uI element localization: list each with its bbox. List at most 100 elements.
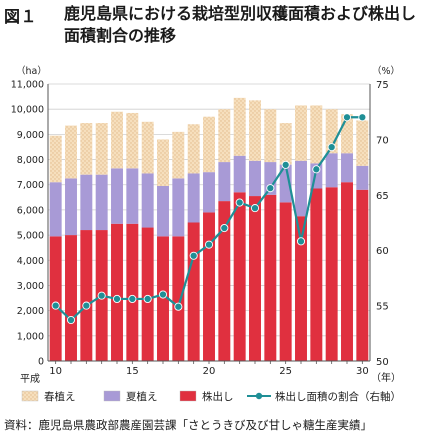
ratio-point <box>97 291 106 300</box>
bar-segment-natsuue <box>249 160 261 197</box>
ratio-line <box>51 113 367 325</box>
y-tick-label: 10,000 <box>11 105 44 116</box>
y-tick-label: 9,000 <box>17 130 44 141</box>
legend-haruue: 春植え <box>21 390 76 403</box>
bar-segment-kabudashi <box>264 194 277 361</box>
legend-label: 株出し <box>202 390 234 403</box>
bar-segment-kabudashi <box>218 201 231 361</box>
ratio-point <box>66 315 76 325</box>
bar-segment-kabudashi <box>233 192 246 361</box>
bar-segment-kabudashi <box>295 216 307 361</box>
bar-segment-natsuue <box>126 168 139 224</box>
bar-segment-natsuue <box>95 174 108 231</box>
bar-segment-kabudashi <box>49 236 62 361</box>
bar-segment-haruue <box>264 109 277 163</box>
bar-segment-haruue <box>341 114 353 154</box>
ratio-point <box>235 198 244 207</box>
bar-segment-kabudashi <box>80 230 93 361</box>
bar-segment-haruue <box>187 124 200 174</box>
bar-segment-haruue <box>203 116 215 173</box>
x-tick-label: 20 <box>203 366 216 377</box>
x-unit-label: （年） <box>371 371 401 384</box>
bar-segment-kabudashi <box>65 235 77 361</box>
ratio-point <box>296 237 306 246</box>
figure-number: 図１ <box>4 7 38 26</box>
bar-segment-kabudashi <box>356 189 369 361</box>
ratio-point <box>112 294 122 304</box>
bar-segment-kabudashi <box>279 202 292 361</box>
bar-segment-kabudashi <box>172 236 185 361</box>
source-note: 資料：鹿児島県農政部農産園芸課「さとうきび及び甘しゃ糖生産実績」 <box>4 418 372 432</box>
ratio-point <box>189 251 198 260</box>
bar-segment-natsuue <box>111 168 123 224</box>
bar-segment-haruue <box>325 109 338 154</box>
bar-segment-natsuue <box>279 164 292 203</box>
legend-marker <box>255 392 263 400</box>
ratio-point <box>82 301 91 310</box>
y-tick-label: 8,000 <box>17 155 44 166</box>
ratio-point <box>220 223 229 233</box>
y-tick-label: 11,000 <box>11 80 44 91</box>
bar-segment-natsuue <box>157 185 169 237</box>
ratio-point <box>358 113 367 122</box>
bar-segment-kabudashi <box>203 212 215 361</box>
ratio-point <box>143 294 152 304</box>
bar-segment-haruue <box>49 135 62 183</box>
ratio-point <box>158 290 168 299</box>
legend-ratio: 株出し面積の割合（右軸） <box>247 390 401 403</box>
bar-segment-haruue <box>95 123 108 175</box>
y2-tick-label: 50 <box>376 357 389 368</box>
bar-segment-natsuue <box>341 153 353 183</box>
ratio-point <box>51 301 60 310</box>
y-tick-label: 7,000 <box>17 180 44 191</box>
ratio-point <box>250 204 260 213</box>
legend-label: 春植え <box>44 390 76 403</box>
bar-segment-natsuue <box>49 182 62 237</box>
bar-segment-haruue <box>65 125 77 179</box>
bar-segment-haruue <box>218 109 231 163</box>
bar-segment-haruue <box>172 131 185 179</box>
bar-segment-natsuue <box>187 173 200 223</box>
bars <box>49 97 369 361</box>
legend-swatch <box>179 390 197 402</box>
y2-tick-label: 70 <box>376 135 389 146</box>
bar-segment-natsuue <box>218 162 231 202</box>
bar-segment-haruue <box>111 111 123 169</box>
bar-segment-natsuue <box>141 173 154 228</box>
x-tick-label: 25 <box>279 366 292 377</box>
y-tick-label: 5,000 <box>17 231 44 242</box>
bar-segment-haruue <box>356 120 369 166</box>
y-tick-label: 4,000 <box>17 256 44 267</box>
legend-label: 株出し面積の割合（右軸） <box>275 390 401 403</box>
bar-segment-natsuue <box>264 162 277 195</box>
y-tick-label: 1,000 <box>17 331 44 342</box>
axes: 0 1,000 2,000 3,000 4,000 5,000 6,000 7,000 8,00… <box>11 65 401 385</box>
bar-segment-natsuue <box>233 155 246 193</box>
era-label: 平成 <box>20 373 40 385</box>
ratio-point <box>266 184 275 193</box>
y2-tick-label: 55 <box>376 302 389 313</box>
x-tick-label: 10 <box>49 366 62 377</box>
bar-segment-kabudashi <box>325 187 338 361</box>
legend: 春植え 夏植え 株出し 株出し面積の割合（右軸） <box>21 390 401 403</box>
bar-segment-haruue <box>310 105 323 164</box>
bar-segment-kabudashi <box>341 182 353 361</box>
x-tick-label: 15 <box>126 366 139 377</box>
bar-segment-haruue <box>126 112 139 169</box>
ratio-point <box>327 143 336 152</box>
bar-segment-haruue <box>80 123 93 175</box>
bar-segment-kabudashi <box>157 236 169 361</box>
legend-label: 夏植え <box>126 390 158 403</box>
bar-segment-natsuue <box>325 153 338 188</box>
bar-segment-natsuue <box>65 178 77 236</box>
bar-segment-kabudashi <box>249 196 261 361</box>
bar-segment-haruue <box>249 100 261 161</box>
bar-segment-kabudashi <box>141 227 154 361</box>
bar-segment-natsuue <box>172 178 185 237</box>
legend-kabudashi: 株出し <box>179 390 234 403</box>
bar-segment-natsuue <box>295 160 307 217</box>
ratio-point <box>281 160 290 169</box>
chart-title: 鹿児島県における栽培型別収穫面積および株出し面積割合の推移 <box>64 4 417 45</box>
